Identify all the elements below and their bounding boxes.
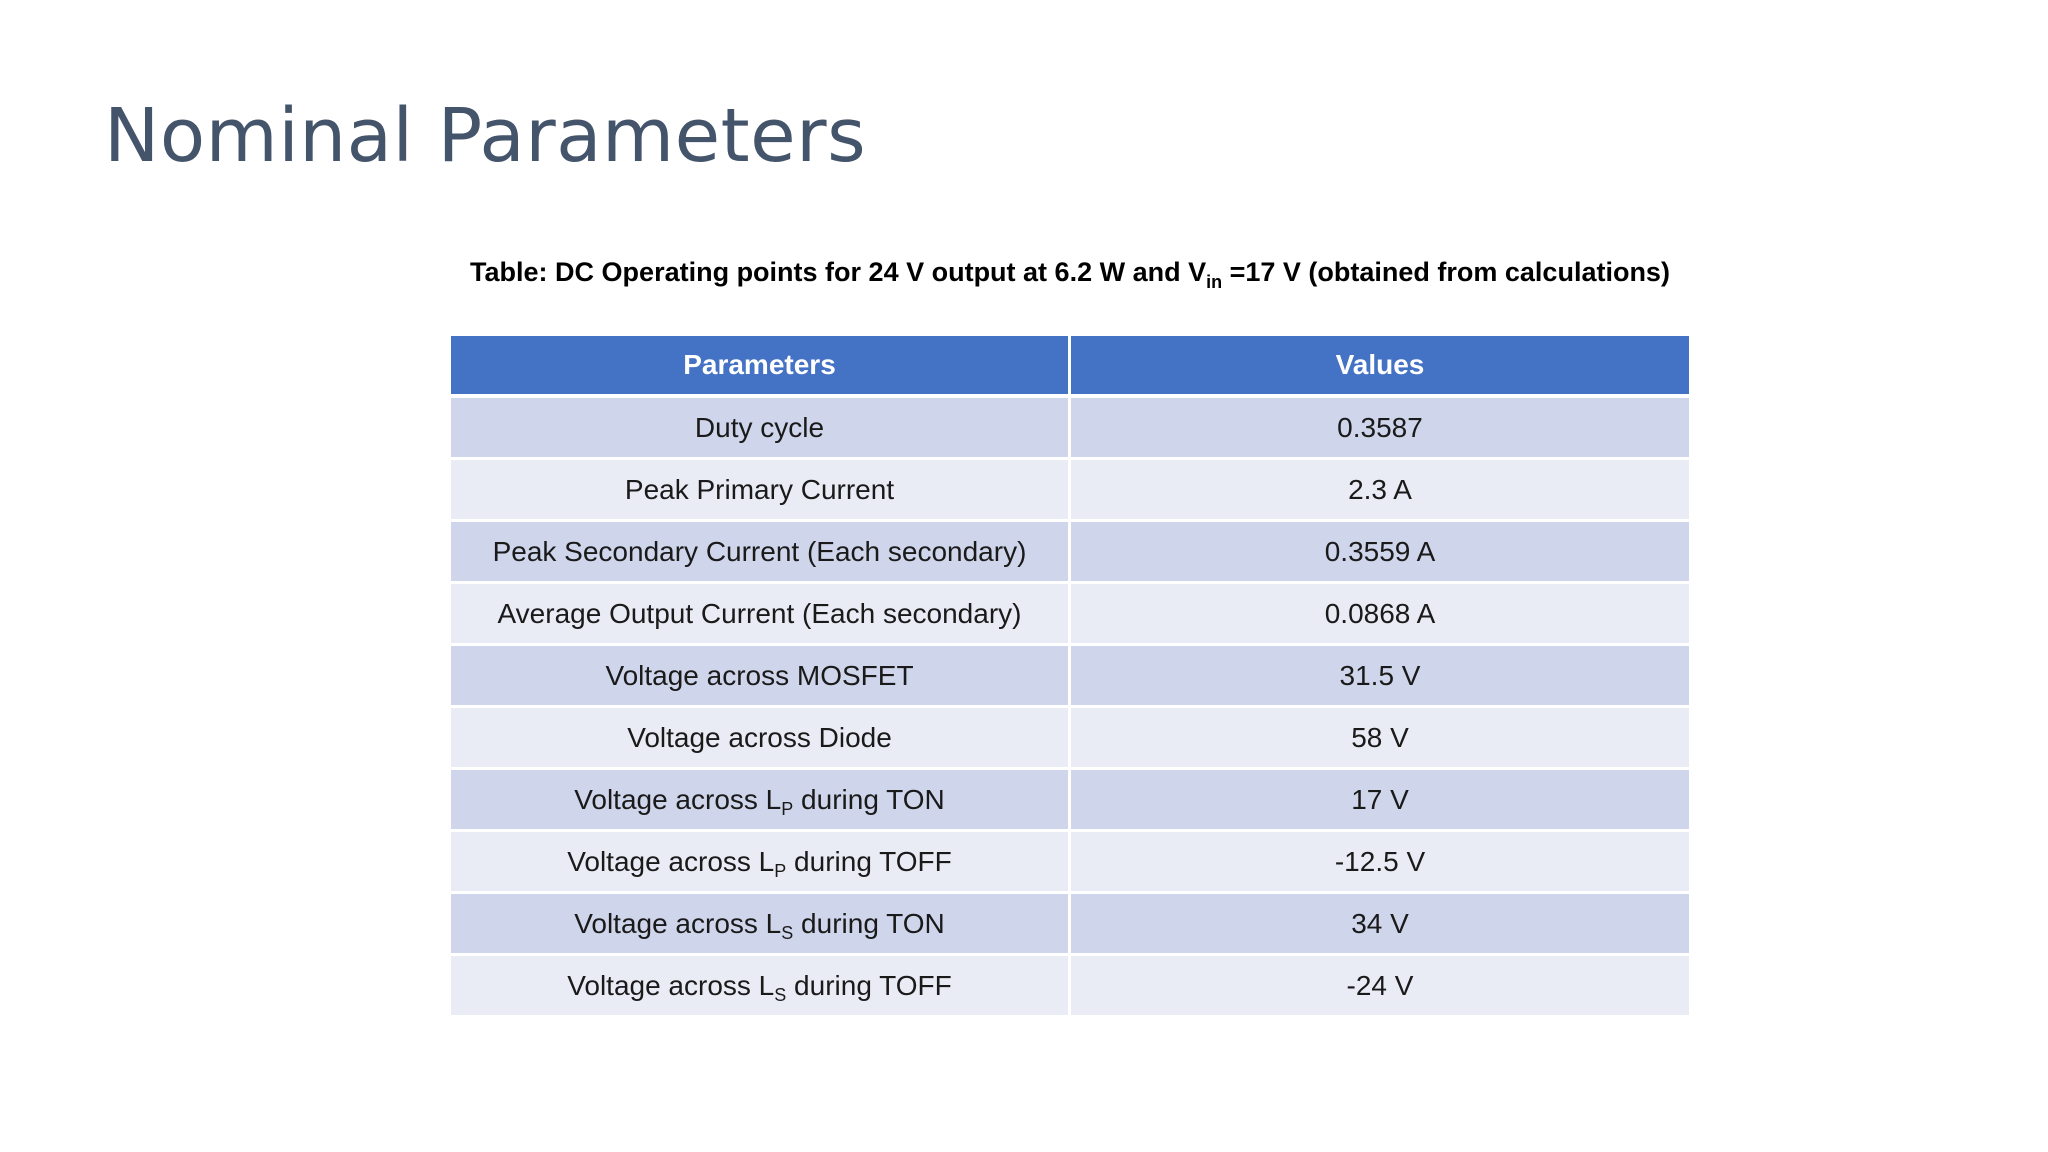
param-text: Voltage across L xyxy=(567,969,775,1001)
table-caption: Table: DC Operating points for 24 V outp… xyxy=(452,254,1688,292)
value-cell: 0.3559 A xyxy=(1069,520,1689,584)
value-cell: -12.5 V xyxy=(1069,830,1689,894)
table-row: Peak Secondary Current (Each secondary) … xyxy=(451,520,1689,584)
table-header-row: Parameters Values xyxy=(451,336,1689,398)
caption-subscript: in xyxy=(1206,272,1223,292)
param-cell: Duty cycle xyxy=(451,396,1071,460)
param-text: Voltage across L xyxy=(574,783,782,815)
param-cell: Voltage across LS during TON xyxy=(451,892,1071,956)
param-text-end: during TON xyxy=(793,783,945,815)
value-cell: 34 V xyxy=(1069,892,1689,956)
slide-title: Nominal Parameters xyxy=(104,93,867,179)
table-row: Duty cycle 0.3587 xyxy=(451,396,1689,460)
param-cell: Voltage across LP during TON xyxy=(451,768,1071,832)
parameters-table: Parameters Values Duty cycle 0.3587 Peak… xyxy=(451,336,1689,1018)
table-row: Voltage across Diode 58 V xyxy=(451,706,1689,770)
caption-text-end: =17 V (obtained from calculations) xyxy=(1222,257,1670,287)
param-cell: Average Output Current (Each secondary) xyxy=(451,582,1071,646)
table-row: Voltage across MOSFET 31.5 V xyxy=(451,644,1689,708)
value-cell: -24 V xyxy=(1069,954,1689,1018)
value-cell: 31.5 V xyxy=(1069,644,1689,708)
param-subscript: P xyxy=(774,860,787,881)
value-cell: 17 V xyxy=(1069,768,1689,832)
param-cell: Voltage across LP during TOFF xyxy=(451,830,1071,894)
value-cell: 2.3 A xyxy=(1069,458,1689,522)
table-row: Average Output Current (Each secondary) … xyxy=(451,582,1689,646)
value-cell: 0.0868 A xyxy=(1069,582,1689,646)
value-cell: 0.3587 xyxy=(1069,396,1689,460)
param-subscript: S xyxy=(774,984,787,1005)
param-cell: Voltage across LS during TOFF xyxy=(451,954,1071,1018)
param-cell: Voltage across Diode xyxy=(451,706,1071,770)
table-row: Voltage across LS during TOFF -24 V xyxy=(451,954,1689,1018)
param-cell: Peak Primary Current xyxy=(451,458,1071,522)
param-text-end: during TON xyxy=(793,907,945,939)
param-text-end: during TOFF xyxy=(786,845,952,877)
header-values: Values xyxy=(1069,336,1689,398)
param-subscript: P xyxy=(781,798,794,819)
table-row: Voltage across LP during TOFF -12.5 V xyxy=(451,830,1689,894)
param-cell: Voltage across MOSFET xyxy=(451,644,1071,708)
table-row: Voltage across LP during TON 17 V xyxy=(451,768,1689,832)
table-row: Peak Primary Current 2.3 A xyxy=(451,458,1689,522)
value-cell: 58 V xyxy=(1069,706,1689,770)
param-text-end: during TOFF xyxy=(786,969,952,1001)
param-text: Voltage across L xyxy=(574,907,782,939)
header-parameters: Parameters xyxy=(451,336,1071,398)
table-row: Voltage across LS during TON 34 V xyxy=(451,892,1689,956)
param-text: Voltage across L xyxy=(567,845,775,877)
param-cell: Peak Secondary Current (Each secondary) xyxy=(451,520,1071,584)
caption-text: Table: DC Operating points for 24 V outp… xyxy=(470,257,1207,287)
param-subscript: S xyxy=(781,922,794,943)
